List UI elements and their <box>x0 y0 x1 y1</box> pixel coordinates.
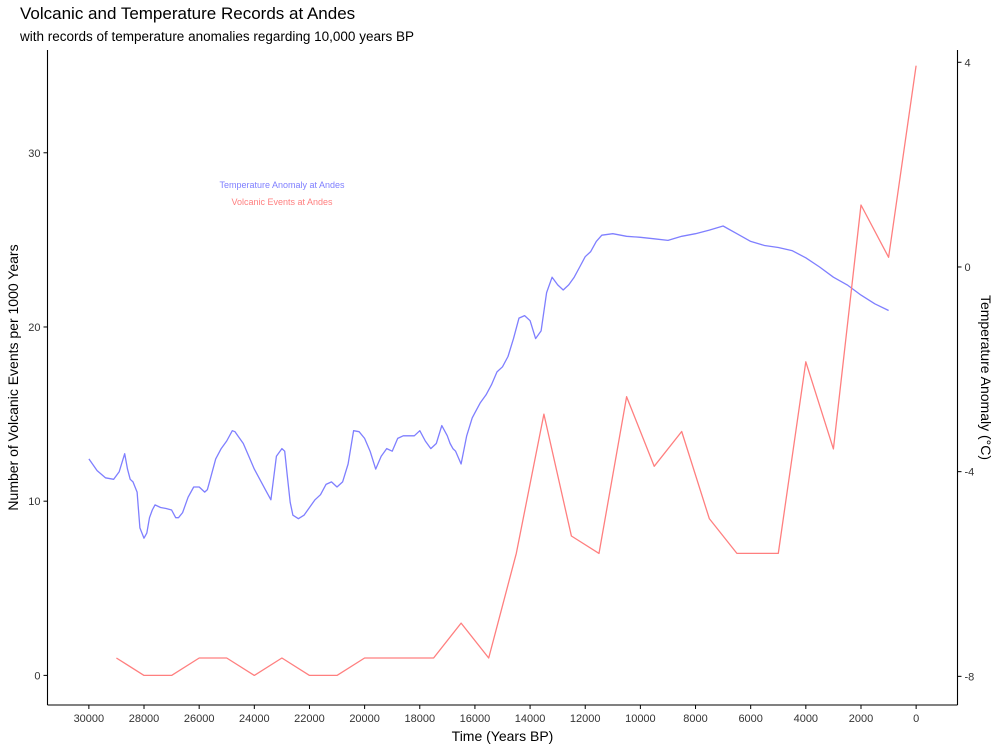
x-tick-label: 10000 <box>625 713 656 725</box>
x-tick-label: 12000 <box>570 713 601 725</box>
x-tick-label: 14000 <box>515 713 546 725</box>
x-tick-label: 8000 <box>683 713 707 725</box>
temperature-anomaly-line <box>88 225 889 539</box>
volcanic-annotation: Volcanic Events at Andes <box>231 197 333 207</box>
x-tick-label: 26000 <box>184 713 215 725</box>
x-tick-label: 22000 <box>294 713 325 725</box>
y-left-tick-label: 30 <box>28 148 40 160</box>
x-tick-label: 0 <box>913 713 919 725</box>
y-right-tick-label: 4 <box>965 57 971 69</box>
x-axis-title: Time (Years BP) <box>452 728 554 744</box>
y-left-tick-label: 20 <box>28 322 40 334</box>
x-tick-label: 2000 <box>849 713 873 725</box>
x-tick-label: 18000 <box>404 713 435 725</box>
chart-title: Volcanic and Temperature Records at Ande… <box>20 4 356 23</box>
y-left-tick-label: 10 <box>28 496 40 508</box>
x-tick-label: 20000 <box>349 713 380 725</box>
x-tick-label: 4000 <box>794 713 818 725</box>
x-tick-label: 24000 <box>239 713 270 725</box>
x-tick-label: 30000 <box>74 713 105 725</box>
x-tick-label: 16000 <box>460 713 491 725</box>
y-right-tick-label: 0 <box>965 262 971 274</box>
y-axis-right-title: Temperature Anomaly (°C) <box>978 295 994 460</box>
y-axis-left-title: Number of Volcanic Events per 1000 Years <box>5 244 21 510</box>
y-left-tick-label: 0 <box>34 670 40 682</box>
y-right-tick-label: -8 <box>965 671 975 683</box>
temperature-annotation: Temperature Anomaly at Andes <box>219 180 345 190</box>
x-tick-label: 28000 <box>129 713 160 725</box>
volcanic-events-line <box>116 65 917 677</box>
x-tick-label: 6000 <box>738 713 762 725</box>
chart-subtitle: with records of temperature anomalies re… <box>20 29 414 44</box>
y-right-tick-label: -4 <box>965 467 975 479</box>
